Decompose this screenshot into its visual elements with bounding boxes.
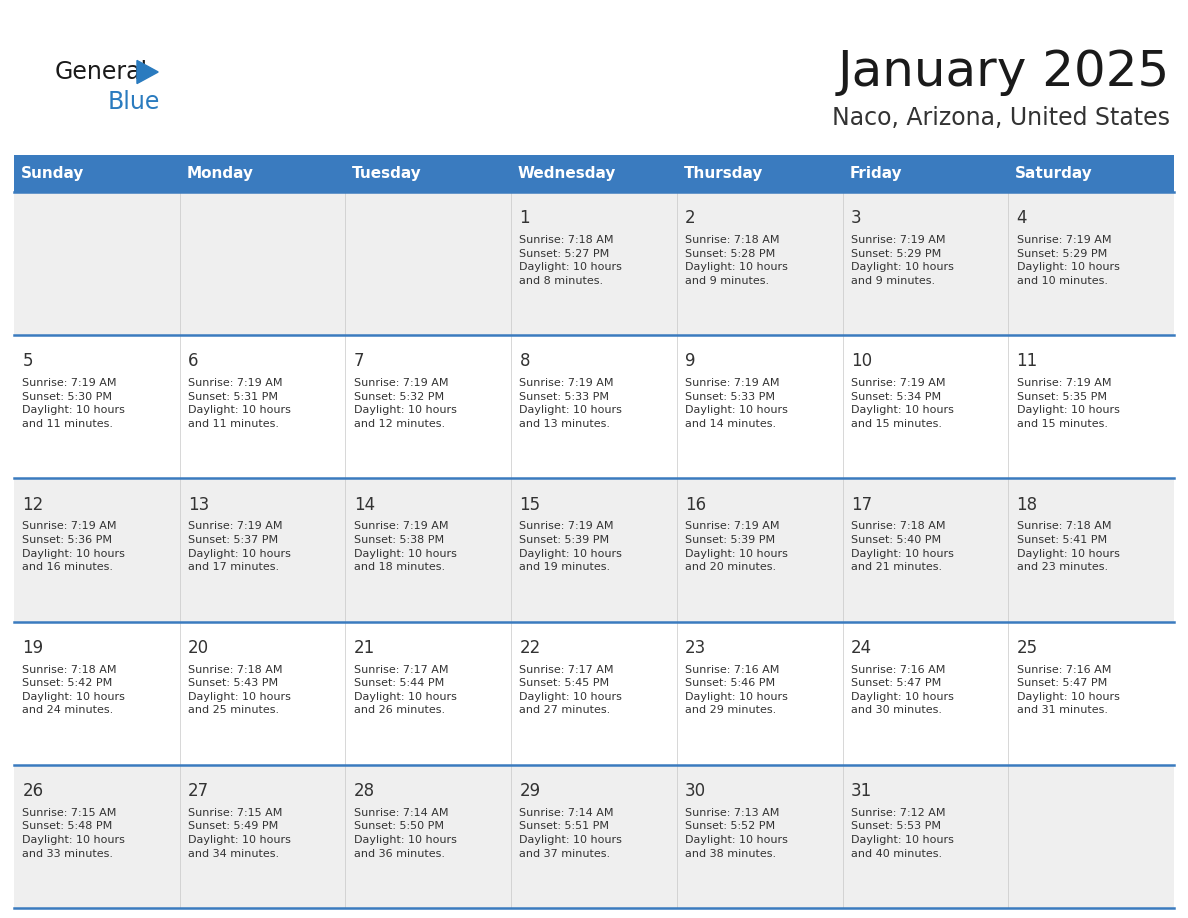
Text: January 2025: January 2025: [838, 48, 1170, 96]
Text: 29: 29: [519, 782, 541, 800]
Text: Blue: Blue: [107, 90, 159, 114]
Text: Sunrise: 7:17 AM
Sunset: 5:44 PM
Daylight: 10 hours
and 26 minutes.: Sunrise: 7:17 AM Sunset: 5:44 PM Dayligh…: [354, 665, 456, 715]
Text: Sunrise: 7:19 AM
Sunset: 5:36 PM
Daylight: 10 hours
and 16 minutes.: Sunrise: 7:19 AM Sunset: 5:36 PM Dayligh…: [23, 521, 125, 572]
Text: 11: 11: [1017, 353, 1038, 370]
Bar: [14, 155, 1174, 192]
Text: Sunrise: 7:19 AM
Sunset: 5:30 PM
Daylight: 10 hours
and 11 minutes.: Sunrise: 7:19 AM Sunset: 5:30 PM Dayligh…: [23, 378, 125, 429]
Text: Sunrise: 7:19 AM
Sunset: 5:33 PM
Daylight: 10 hours
and 14 minutes.: Sunrise: 7:19 AM Sunset: 5:33 PM Dayligh…: [685, 378, 788, 429]
Text: Friday: Friday: [849, 166, 902, 181]
Text: Sunrise: 7:16 AM
Sunset: 5:47 PM
Daylight: 10 hours
and 31 minutes.: Sunrise: 7:16 AM Sunset: 5:47 PM Dayligh…: [1017, 665, 1119, 715]
Text: Sunrise: 7:16 AM
Sunset: 5:47 PM
Daylight: 10 hours
and 30 minutes.: Sunrise: 7:16 AM Sunset: 5:47 PM Dayligh…: [851, 665, 954, 715]
Text: Sunrise: 7:18 AM
Sunset: 5:27 PM
Daylight: 10 hours
and 8 minutes.: Sunrise: 7:18 AM Sunset: 5:27 PM Dayligh…: [519, 235, 623, 285]
Text: 22: 22: [519, 639, 541, 656]
Text: Wednesday: Wednesday: [518, 166, 617, 181]
Text: Sunrise: 7:17 AM
Sunset: 5:45 PM
Daylight: 10 hours
and 27 minutes.: Sunrise: 7:17 AM Sunset: 5:45 PM Dayligh…: [519, 665, 623, 715]
Text: Sunrise: 7:18 AM
Sunset: 5:28 PM
Daylight: 10 hours
and 9 minutes.: Sunrise: 7:18 AM Sunset: 5:28 PM Dayligh…: [685, 235, 788, 285]
Text: Sunrise: 7:14 AM
Sunset: 5:51 PM
Daylight: 10 hours
and 37 minutes.: Sunrise: 7:14 AM Sunset: 5:51 PM Dayligh…: [519, 808, 623, 858]
Text: 30: 30: [685, 782, 707, 800]
Text: Sunrise: 7:19 AM
Sunset: 5:38 PM
Daylight: 10 hours
and 18 minutes.: Sunrise: 7:19 AM Sunset: 5:38 PM Dayligh…: [354, 521, 456, 572]
Bar: [14, 192, 1174, 335]
Bar: [14, 478, 1174, 621]
Text: 12: 12: [23, 496, 44, 513]
Text: 26: 26: [23, 782, 44, 800]
Text: 16: 16: [685, 496, 707, 513]
Text: Sunrise: 7:19 AM
Sunset: 5:33 PM
Daylight: 10 hours
and 13 minutes.: Sunrise: 7:19 AM Sunset: 5:33 PM Dayligh…: [519, 378, 623, 429]
Text: 3: 3: [851, 209, 861, 227]
Text: 25: 25: [1017, 639, 1037, 656]
Bar: [14, 335, 1174, 478]
Text: Naco, Arizona, United States: Naco, Arizona, United States: [832, 106, 1170, 130]
Text: 18: 18: [1017, 496, 1037, 513]
Text: Tuesday: Tuesday: [352, 166, 422, 181]
Bar: [14, 765, 1174, 908]
Text: Sunrise: 7:16 AM
Sunset: 5:46 PM
Daylight: 10 hours
and 29 minutes.: Sunrise: 7:16 AM Sunset: 5:46 PM Dayligh…: [685, 665, 788, 715]
Text: Sunrise: 7:19 AM
Sunset: 5:29 PM
Daylight: 10 hours
and 10 minutes.: Sunrise: 7:19 AM Sunset: 5:29 PM Dayligh…: [1017, 235, 1119, 285]
Text: 31: 31: [851, 782, 872, 800]
Text: Sunrise: 7:15 AM
Sunset: 5:49 PM
Daylight: 10 hours
and 34 minutes.: Sunrise: 7:15 AM Sunset: 5:49 PM Dayligh…: [188, 808, 291, 858]
Text: Sunday: Sunday: [20, 166, 84, 181]
Text: 28: 28: [354, 782, 375, 800]
Text: Sunrise: 7:18 AM
Sunset: 5:42 PM
Daylight: 10 hours
and 24 minutes.: Sunrise: 7:18 AM Sunset: 5:42 PM Dayligh…: [23, 665, 125, 715]
Text: 13: 13: [188, 496, 209, 513]
Text: Sunrise: 7:12 AM
Sunset: 5:53 PM
Daylight: 10 hours
and 40 minutes.: Sunrise: 7:12 AM Sunset: 5:53 PM Dayligh…: [851, 808, 954, 858]
Text: 7: 7: [354, 353, 365, 370]
Text: Sunrise: 7:15 AM
Sunset: 5:48 PM
Daylight: 10 hours
and 33 minutes.: Sunrise: 7:15 AM Sunset: 5:48 PM Dayligh…: [23, 808, 125, 858]
Text: 10: 10: [851, 353, 872, 370]
Text: 24: 24: [851, 639, 872, 656]
Text: Sunrise: 7:13 AM
Sunset: 5:52 PM
Daylight: 10 hours
and 38 minutes.: Sunrise: 7:13 AM Sunset: 5:52 PM Dayligh…: [685, 808, 788, 858]
Text: Sunrise: 7:19 AM
Sunset: 5:29 PM
Daylight: 10 hours
and 9 minutes.: Sunrise: 7:19 AM Sunset: 5:29 PM Dayligh…: [851, 235, 954, 285]
Text: 1: 1: [519, 209, 530, 227]
Text: 2: 2: [685, 209, 696, 227]
Text: Sunrise: 7:19 AM
Sunset: 5:39 PM
Daylight: 10 hours
and 19 minutes.: Sunrise: 7:19 AM Sunset: 5:39 PM Dayligh…: [519, 521, 623, 572]
Text: 4: 4: [1017, 209, 1028, 227]
Text: 23: 23: [685, 639, 707, 656]
Text: Sunrise: 7:19 AM
Sunset: 5:31 PM
Daylight: 10 hours
and 11 minutes.: Sunrise: 7:19 AM Sunset: 5:31 PM Dayligh…: [188, 378, 291, 429]
Text: 5: 5: [23, 353, 33, 370]
Text: 17: 17: [851, 496, 872, 513]
Text: 8: 8: [519, 353, 530, 370]
Text: Sunrise: 7:19 AM
Sunset: 5:32 PM
Daylight: 10 hours
and 12 minutes.: Sunrise: 7:19 AM Sunset: 5:32 PM Dayligh…: [354, 378, 456, 429]
Text: 6: 6: [188, 353, 198, 370]
Polygon shape: [137, 61, 158, 84]
Text: Sunrise: 7:18 AM
Sunset: 5:43 PM
Daylight: 10 hours
and 25 minutes.: Sunrise: 7:18 AM Sunset: 5:43 PM Dayligh…: [188, 665, 291, 715]
Text: Monday: Monday: [187, 166, 253, 181]
Text: Sunrise: 7:19 AM
Sunset: 5:37 PM
Daylight: 10 hours
and 17 minutes.: Sunrise: 7:19 AM Sunset: 5:37 PM Dayligh…: [188, 521, 291, 572]
Text: 20: 20: [188, 639, 209, 656]
Text: Sunrise: 7:19 AM
Sunset: 5:35 PM
Daylight: 10 hours
and 15 minutes.: Sunrise: 7:19 AM Sunset: 5:35 PM Dayligh…: [1017, 378, 1119, 429]
Text: Sunrise: 7:19 AM
Sunset: 5:39 PM
Daylight: 10 hours
and 20 minutes.: Sunrise: 7:19 AM Sunset: 5:39 PM Dayligh…: [685, 521, 788, 572]
Text: 27: 27: [188, 782, 209, 800]
Text: Sunrise: 7:14 AM
Sunset: 5:50 PM
Daylight: 10 hours
and 36 minutes.: Sunrise: 7:14 AM Sunset: 5:50 PM Dayligh…: [354, 808, 456, 858]
Text: 15: 15: [519, 496, 541, 513]
Text: 9: 9: [685, 353, 696, 370]
Text: Thursday: Thursday: [683, 166, 763, 181]
Text: 14: 14: [354, 496, 375, 513]
Text: Sunrise: 7:18 AM
Sunset: 5:40 PM
Daylight: 10 hours
and 21 minutes.: Sunrise: 7:18 AM Sunset: 5:40 PM Dayligh…: [851, 521, 954, 572]
Text: Sunrise: 7:19 AM
Sunset: 5:34 PM
Daylight: 10 hours
and 15 minutes.: Sunrise: 7:19 AM Sunset: 5:34 PM Dayligh…: [851, 378, 954, 429]
Text: 19: 19: [23, 639, 44, 656]
Text: 21: 21: [354, 639, 375, 656]
Text: Saturday: Saturday: [1015, 166, 1093, 181]
Text: Sunrise: 7:18 AM
Sunset: 5:41 PM
Daylight: 10 hours
and 23 minutes.: Sunrise: 7:18 AM Sunset: 5:41 PM Dayligh…: [1017, 521, 1119, 572]
Text: General: General: [55, 60, 148, 84]
Bar: [14, 621, 1174, 765]
